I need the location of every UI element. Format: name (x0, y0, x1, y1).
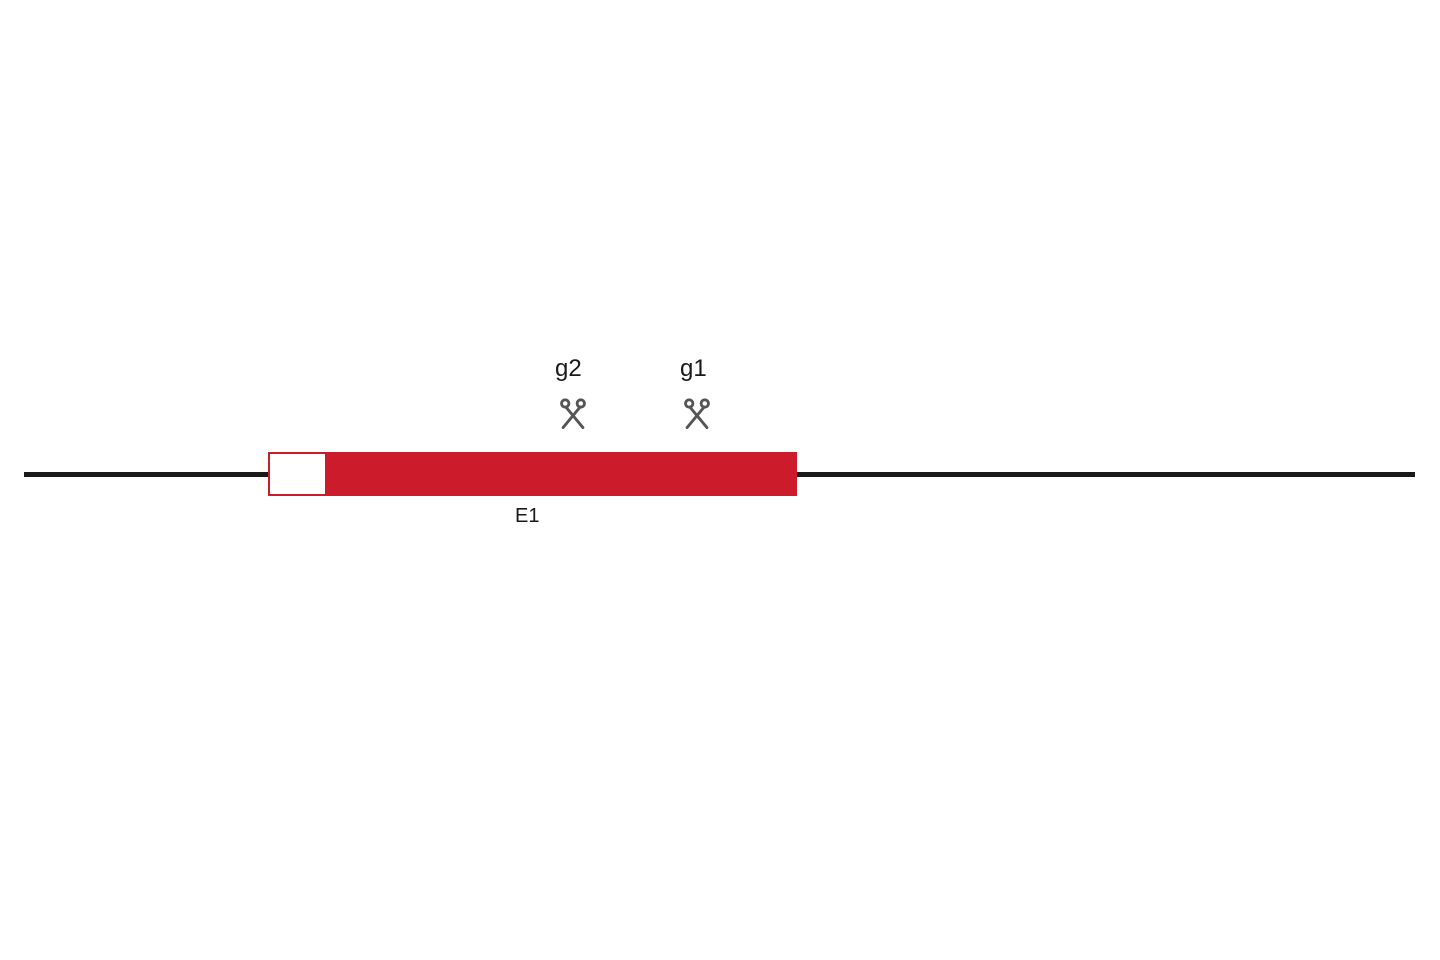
scissors-icon (556, 395, 590, 434)
exon-label: E1 (515, 505, 539, 528)
scissors-icon (680, 395, 714, 434)
exon-filled-box (325, 452, 797, 496)
exon-outline-box (268, 452, 328, 496)
genome-line-left (24, 472, 275, 477)
cut-site-label-g2: g2 (555, 355, 582, 383)
cut-site-label-g1: g1 (680, 355, 707, 383)
gene-diagram: E1 g2 g1 (0, 0, 1440, 960)
genome-line-right (796, 472, 1415, 477)
